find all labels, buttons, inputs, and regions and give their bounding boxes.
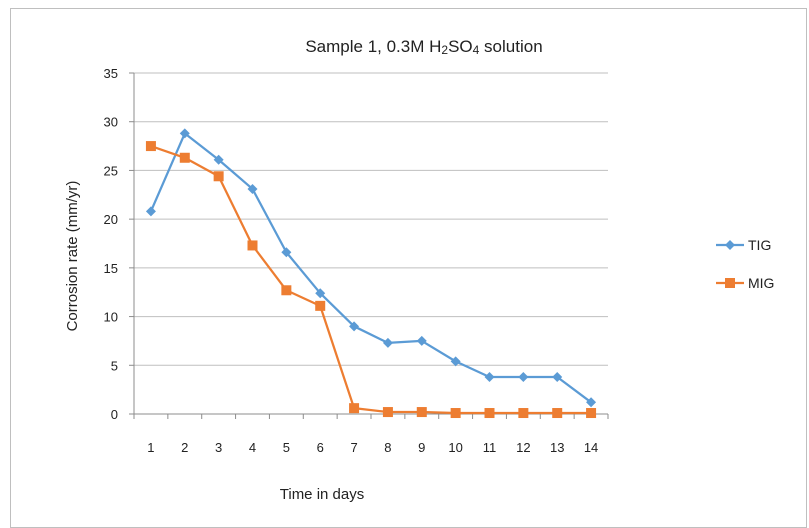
x-tick-label: 13 <box>550 440 564 455</box>
x-tick-label: 4 <box>249 440 256 455</box>
axes <box>129 72 609 419</box>
y-tick-label: 0 <box>111 407 118 422</box>
data-point <box>315 300 326 311</box>
legend-marker <box>725 240 735 250</box>
data-point <box>484 408 495 419</box>
data-point <box>349 321 360 332</box>
y-tick-label: 5 <box>111 358 118 373</box>
y-tick-label: 10 <box>104 310 118 325</box>
x-tick-label: 12 <box>516 440 530 455</box>
data-point <box>416 407 427 418</box>
data-point <box>179 128 190 139</box>
data-point <box>349 403 360 414</box>
data-point <box>586 397 597 408</box>
data-point <box>552 408 563 419</box>
y-tick-label: 20 <box>104 212 118 227</box>
legend: TIG MIG <box>716 237 774 291</box>
chart-title: Sample 1, 0.3M H2SO4 solution <box>305 37 542 57</box>
y-tick-label: 25 <box>104 163 118 178</box>
x-tick-label: 10 <box>448 440 462 455</box>
data-point <box>586 408 597 419</box>
x-tick-label: 8 <box>384 440 391 455</box>
x-tick-label: 11 <box>483 440 497 455</box>
y-tick-labels: 0 5 10 15 20 25 30 35 <box>104 66 118 422</box>
data-series <box>145 128 597 419</box>
x-tick-label: 14 <box>584 440 598 455</box>
x-tick-label: 7 <box>350 440 357 455</box>
series-tig <box>145 128 597 408</box>
series-line <box>149 132 592 404</box>
x-axis-label: Time in days <box>280 486 364 503</box>
data-point <box>450 356 461 367</box>
x-tick-label: 3 <box>215 440 222 455</box>
data-point <box>484 371 495 382</box>
data-point <box>213 171 224 182</box>
legend-item: MIG <box>716 275 774 291</box>
data-point <box>518 408 529 419</box>
data-point <box>145 206 156 217</box>
y-tick-label: 30 <box>104 115 118 130</box>
data-point <box>552 371 563 382</box>
data-point <box>382 337 393 348</box>
x-tick-label: 9 <box>418 440 425 455</box>
legend-label: TIG <box>748 237 771 253</box>
legend-label: MIG <box>748 275 774 291</box>
data-point <box>213 154 224 165</box>
x-tick-label: 5 <box>283 440 290 455</box>
data-point <box>450 408 461 419</box>
x-tick-labels: 1 2 3 4 5 6 7 8 9 10 11 12 13 14 <box>147 440 598 455</box>
data-point <box>281 247 292 258</box>
y-axis-label: Corrosion rate (mm/yr) <box>64 181 81 332</box>
x-tick-label: 2 <box>181 440 188 455</box>
x-tick-label: 1 <box>147 440 154 455</box>
legend-marker <box>725 278 735 288</box>
legend-item: TIG <box>716 237 771 253</box>
data-point <box>247 183 258 194</box>
line-chart: Sample 1, 0.3M H2SO4 solution 0510152025… <box>64 37 774 503</box>
data-point <box>179 152 190 163</box>
data-point <box>315 288 326 299</box>
data-point <box>281 285 292 296</box>
data-point <box>382 407 393 418</box>
data-point <box>416 335 427 346</box>
data-point <box>247 240 258 251</box>
x-tick-label: 6 <box>317 440 324 455</box>
data-point <box>145 141 156 152</box>
series-line <box>150 145 592 415</box>
data-point <box>518 371 529 382</box>
gridlines <box>134 72 608 366</box>
y-tick-label: 15 <box>104 261 118 276</box>
y-tick-label: 35 <box>104 66 118 81</box>
series-mig <box>145 141 597 419</box>
